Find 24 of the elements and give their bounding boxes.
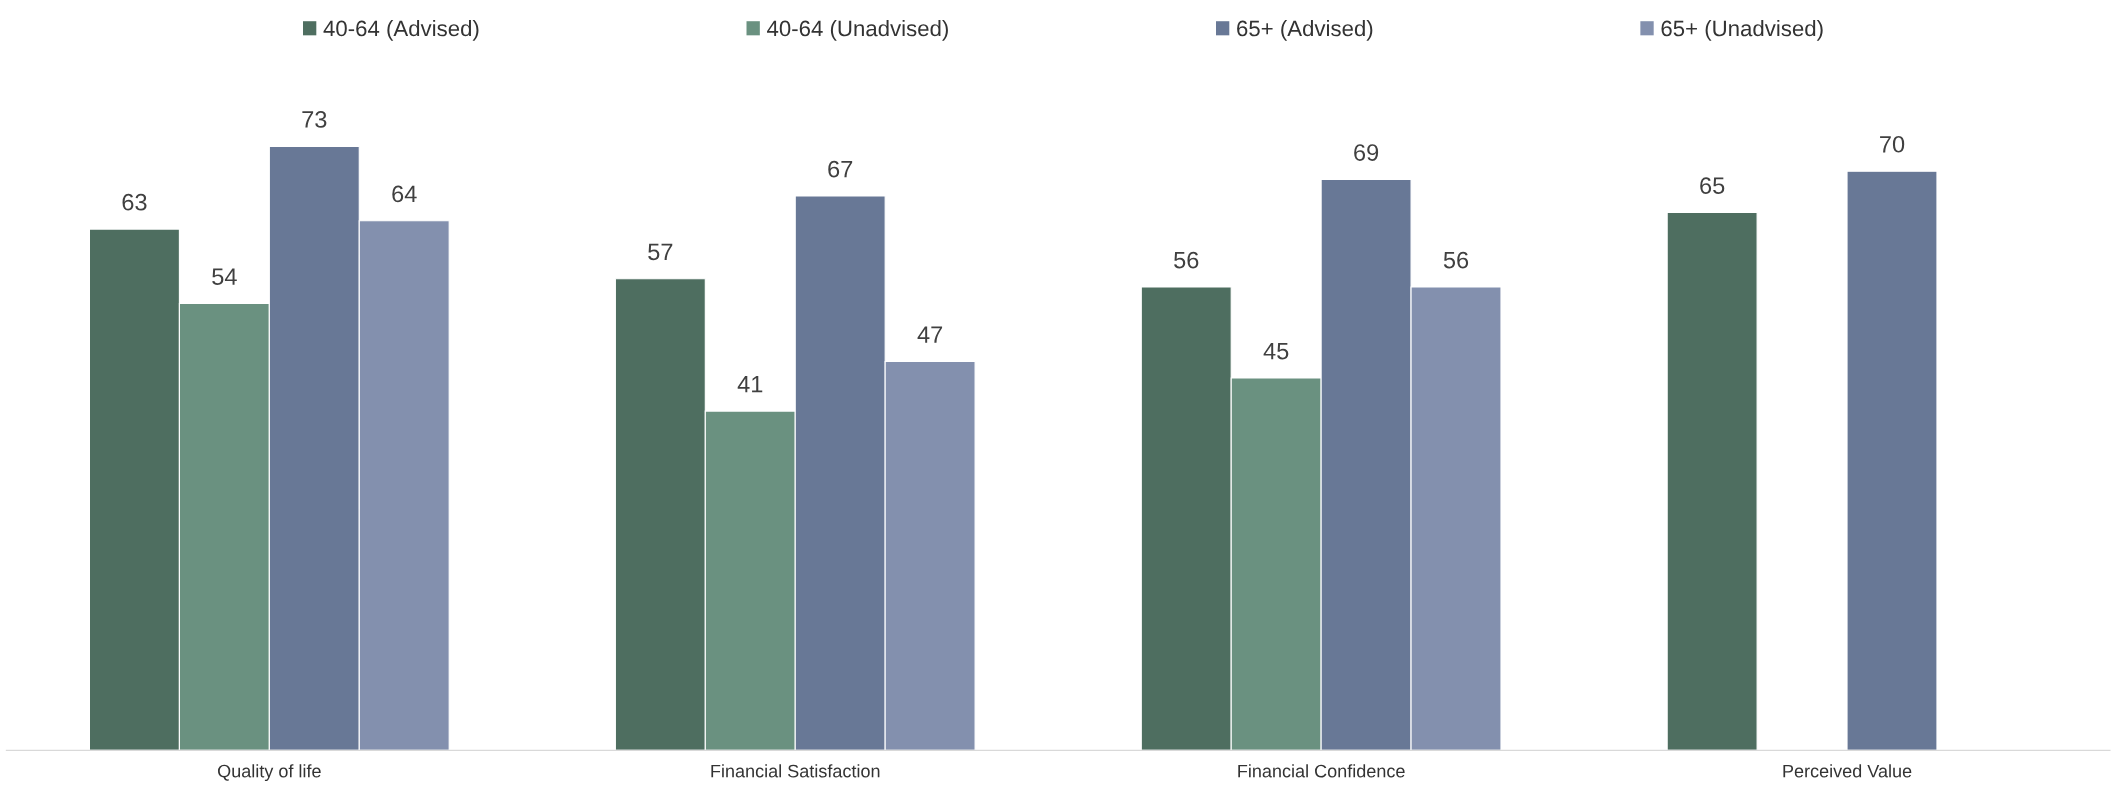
data-label: 45: [1263, 342, 1289, 360]
x-tick-label: Financial Satisfaction: [711, 764, 880, 778]
data-label: 56: [1443, 251, 1469, 269]
data-label: 67: [828, 160, 853, 178]
x-tick-label: Quality of life: [218, 764, 321, 782]
legend-label: 40-64 (Unadvised): [767, 20, 948, 41]
data-label: 73: [302, 111, 327, 128]
data-label: 57: [648, 243, 673, 261]
x-tick-label: Perceived Value: [1783, 764, 1912, 778]
data-label: 41: [737, 376, 763, 393]
x-tick-label: Financial Confidence: [1238, 764, 1405, 778]
data-label: 70: [1880, 135, 1905, 153]
data-label: 64: [392, 185, 417, 203]
legend-label: 65+ (Advised): [1237, 20, 1373, 41]
bar: [1666, 211, 1758, 751]
data-label: 63: [122, 193, 147, 211]
data-label: 65: [1700, 177, 1725, 194]
legend-label: 65+ (Unadvised): [1661, 20, 1823, 41]
data-label: 47: [917, 326, 943, 343]
data-label: 56: [1174, 251, 1199, 269]
data-label: 54: [212, 268, 237, 285]
legend-label: 40-64 (Advised): [323, 20, 479, 41]
data-label: 69: [1354, 144, 1379, 161]
bar: [1846, 170, 1938, 751]
